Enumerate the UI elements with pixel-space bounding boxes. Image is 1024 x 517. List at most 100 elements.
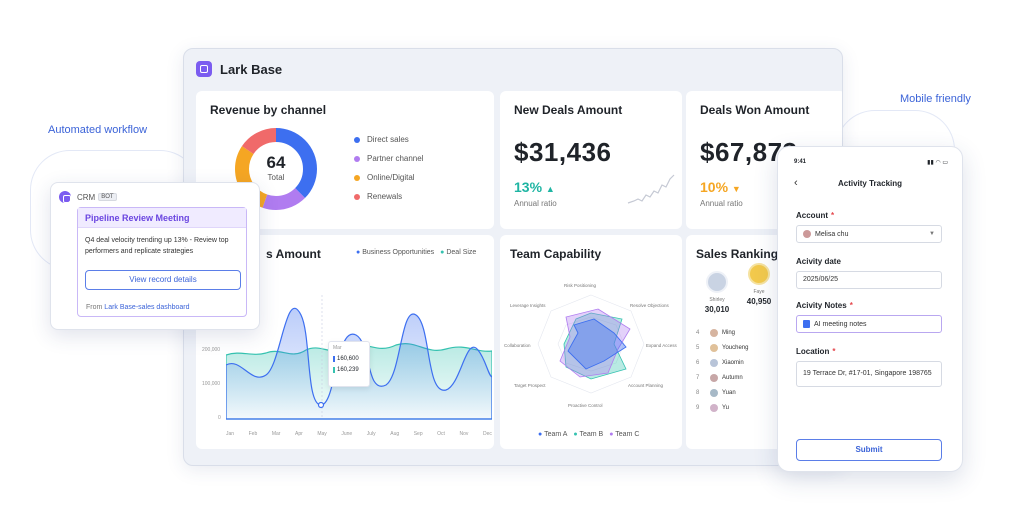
avatar-shirley [706,271,728,293]
notes-label: Acivity Notes * [796,301,853,310]
ranking-row[interactable]: 4 Ming [696,325,776,340]
ranking-row[interactable]: 8 Yuan [696,385,776,400]
x-tick-label: Nov [459,431,469,437]
avatar [710,358,718,367]
legend-label: Renewals [367,192,403,201]
submit-button[interactable]: Submit [796,439,942,461]
donut-slice-renewals [235,128,317,210]
ranking-list: 4 Ming 5 Youcheng 6 Xiaomin 7 Autumn 8 Yuan 9 Yu [696,325,776,415]
new-deals-value: $31,436 [514,137,612,167]
account-value: Melisa chu [815,230,849,238]
x-tick-label: June [341,431,353,437]
legend-team-a: ● Team A [538,431,568,438]
rank-number: 6 [696,359,700,366]
team-capability-title: Team Capability [510,247,602,261]
tooltip-value-1: 160,600 [333,356,365,362]
revenue-legend-item: Renewals [354,192,423,201]
chevron-down-icon: ▼ [929,231,935,237]
rank-number: 4 [696,329,700,336]
deals-won-change: 10% [700,179,729,195]
radar-chart [537,294,645,394]
avatar [710,343,718,352]
rank-number: 8 [696,389,700,396]
signal-battery-icon: ▮▮ ◠ ▭ [927,160,948,166]
bot-badge: BOT [98,193,117,201]
mobile-phone: 9:41 ▮▮ ◠ ▭ ‹ Activity Tracking Account *… [777,146,963,472]
revenue-legend-item: Partner channel [354,154,423,163]
axis-expand-access: Expand Access [646,343,677,348]
y-tick-200k: 200,000 [202,347,221,353]
legend-dot-icon [354,155,360,162]
rank-name: Xiaomin [722,359,744,366]
new-deals-title: New Deals Amount [514,103,623,117]
phone-time: 9:41 [794,159,807,165]
location-label: Location * [796,347,836,356]
radar-legend: ● Team A ● Team B ● Team C [538,431,639,438]
crm-source-link[interactable]: Lark Base-sales dashboard [104,304,190,311]
ranking-row[interactable]: 5 Youcheng [696,340,776,355]
ranking-row[interactable]: 7 Autumn [696,370,776,385]
new-deals-sparkline [627,174,675,204]
donut-total-label: Total [267,173,285,182]
x-axis-months: Jan Feb Mar Apr May June July Aug Sep Oct Nov Dec [226,431,492,437]
crm-header: CRM BOT [59,191,117,203]
new-deals-change-wrap: 13% ▲ [514,179,555,195]
phone-title: Activity Tracking [837,179,903,188]
ranking-row[interactable]: 9 Yu [696,400,776,415]
crm-notification[interactable]: CRM BOT Pipeline Review Meeting Q4 deal … [50,182,260,330]
revenue-legend: Direct sales Partner channel Online/Digita… [354,135,423,211]
axis-collaboration: Collaboration [504,343,531,348]
amount-chart-title: s Amount [266,247,321,261]
avatar [710,328,718,337]
chart-tooltip: Mar 160,600 160,239 [328,341,370,387]
rank-name: Yuan [722,389,736,396]
legend-business-opps: ● Business Opportunities [356,249,435,256]
meeting-description: Q4 deal velocity trending up 13% - Revie… [85,237,229,255]
avatar [710,388,718,397]
x-tick-label: Dec [482,431,492,437]
account-select[interactable]: Melisa chu ▼ [796,225,942,243]
new-deals-card[interactable]: New Deals Amount $31,436 13% ▲ Annual ra… [500,91,682,229]
x-tick-label: July [366,431,376,437]
crm-logo-icon [59,191,71,203]
date-field[interactable]: 2025/06/25 [796,271,942,289]
legend-deal-size: ● Deal Size [440,249,477,256]
location-field[interactable]: 19 Terrace Dr, #17-01, Singapore 198765 [796,361,942,387]
ranking-row[interactable]: 6 Xiaomin [696,355,776,370]
top-rank-value-1: 30,010 [704,305,730,314]
sales-ranking-title: Sales Ranking [696,247,779,261]
rank-number: 7 [696,374,700,381]
axis-target-prospect: Target Prospect [514,383,546,388]
x-tick-label: Apr [295,431,303,437]
account-avatar [803,230,811,238]
x-tick-label: Feb [248,431,258,437]
team-capability-card[interactable]: Team Capability Risk Positioning Resolve… [500,235,682,449]
top-rank-value-2: 40,950 [746,297,772,306]
meeting-title: Pipeline Review Meeting [78,208,246,228]
deals-won-change-label: Annual ratio [700,199,743,208]
legend-label: Online/Digital [367,173,415,182]
dashboard-window: Lark Base Revenue by channel 64 Total Di… [183,48,843,466]
x-tick-label: Mar [271,431,281,437]
axis-leverage-insights: Leverage Insights [510,303,546,308]
legend-dot-icon [354,174,360,181]
rank-name: Youcheng [722,344,749,351]
x-tick-label: Jan [226,431,235,437]
y-tick-0: 0 [218,415,221,421]
automated-workflow-label: Automated workflow [48,124,148,136]
notes-value: AI meeting notes [814,320,867,328]
amount-chart-card[interactable]: s Amount ● Business Opportunities ● Deal… [196,235,494,449]
crm-source: From Lark Base-sales dashboard [86,304,190,311]
notes-field[interactable]: AI meeting notes [796,315,942,333]
axis-proactive-control: Proactive Control [568,403,603,408]
rank-number: 5 [696,344,700,351]
back-chevron-icon[interactable]: ‹ [794,177,798,189]
date-label: Acivity date [796,257,841,266]
donut-total-value: 64 [266,153,286,172]
revenue-donut [235,128,317,210]
revenue-card[interactable]: Revenue by channel 64 Total Direct sales… [196,91,494,229]
legend-label: Partner channel [367,154,424,163]
crm-message-card: Pipeline Review Meeting Q4 deal velocity… [77,207,247,317]
view-record-details-button[interactable]: View record details [85,270,241,290]
arrow-up-icon: ▲ [545,184,555,194]
